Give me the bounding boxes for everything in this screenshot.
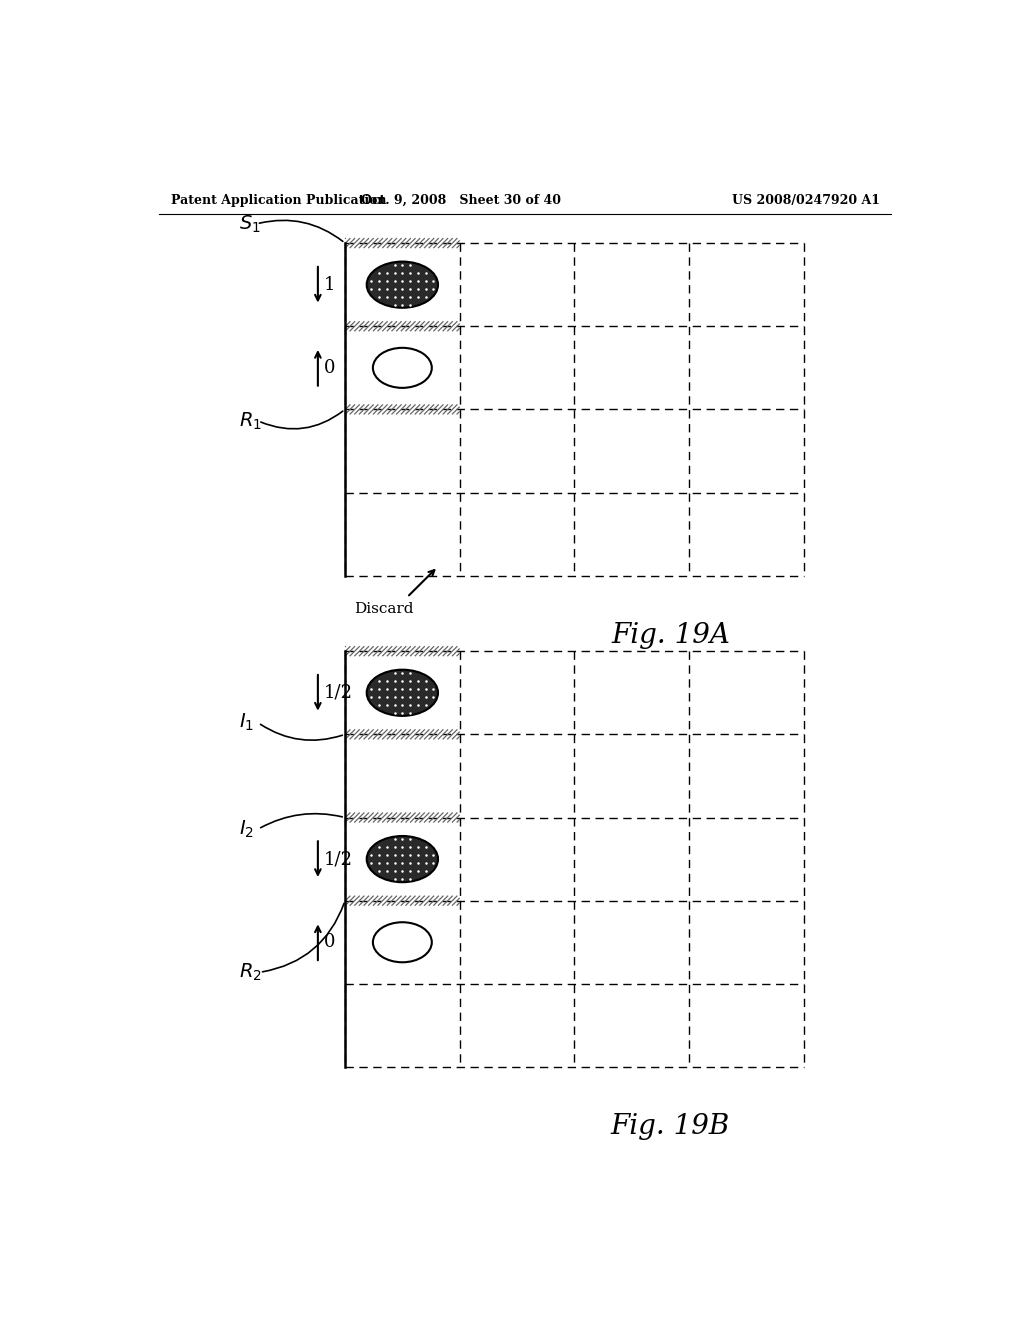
Text: $R_1$: $R_1$ — [239, 411, 262, 432]
Text: $S_1$: $S_1$ — [239, 214, 260, 235]
Ellipse shape — [367, 669, 438, 715]
Text: 1/2: 1/2 — [324, 684, 353, 702]
Text: $R_2$: $R_2$ — [239, 962, 261, 983]
Text: Fig. 19A: Fig. 19A — [611, 622, 730, 649]
Text: $I_2$: $I_2$ — [239, 818, 254, 840]
Text: $I_1$: $I_1$ — [239, 713, 254, 734]
Ellipse shape — [367, 261, 438, 308]
Text: Patent Application Publication: Patent Application Publication — [171, 194, 386, 207]
Text: Discard: Discard — [354, 602, 414, 616]
Text: US 2008/0247920 A1: US 2008/0247920 A1 — [732, 194, 880, 207]
Ellipse shape — [367, 836, 438, 882]
Ellipse shape — [373, 348, 432, 388]
Text: 1/2: 1/2 — [324, 850, 353, 869]
Text: 0: 0 — [324, 359, 336, 376]
Text: Oct. 9, 2008   Sheet 30 of 40: Oct. 9, 2008 Sheet 30 of 40 — [361, 194, 561, 207]
Text: 0: 0 — [324, 933, 336, 952]
Text: 1: 1 — [324, 276, 336, 293]
Text: Fig. 19B: Fig. 19B — [611, 1113, 730, 1140]
Ellipse shape — [373, 923, 432, 962]
